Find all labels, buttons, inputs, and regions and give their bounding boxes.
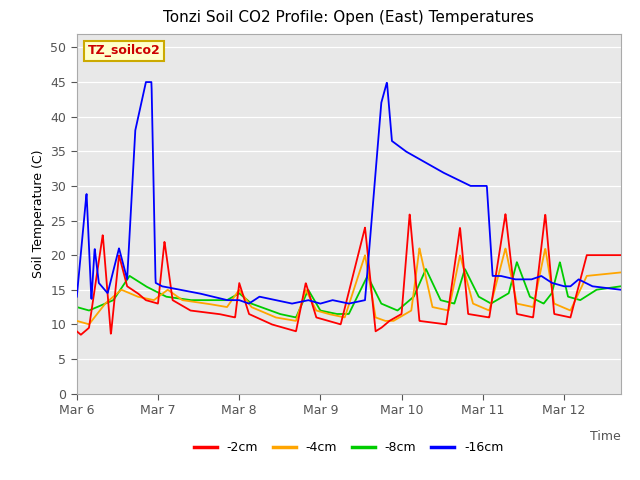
Title: Tonzi Soil CO2 Profile: Open (East) Temperatures: Tonzi Soil CO2 Profile: Open (East) Temp…: [163, 11, 534, 25]
Y-axis label: Soil Temperature (C): Soil Temperature (C): [32, 149, 45, 278]
Text: Time: Time: [590, 430, 621, 443]
Text: TZ_soilco2: TZ_soilco2: [88, 44, 161, 58]
Legend: -2cm, -4cm, -8cm, -16cm: -2cm, -4cm, -8cm, -16cm: [189, 436, 508, 459]
